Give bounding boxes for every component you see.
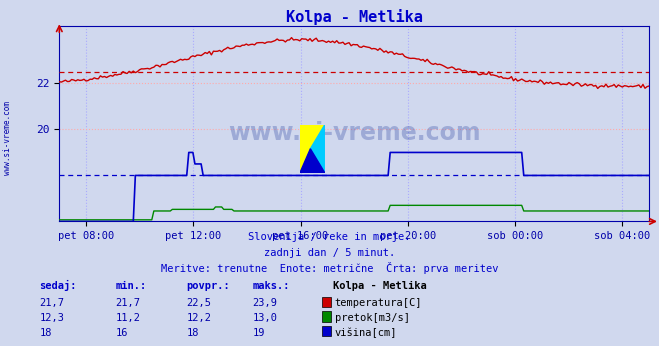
- Text: min.:: min.:: [115, 281, 146, 291]
- Text: Kolpa - Metlika: Kolpa - Metlika: [333, 281, 426, 291]
- Text: zadnji dan / 5 minut.: zadnji dan / 5 minut.: [264, 248, 395, 258]
- Text: Meritve: trenutne  Enote: metrične  Črta: prva meritev: Meritve: trenutne Enote: metrične Črta: …: [161, 262, 498, 274]
- Text: www.si-vreme.com: www.si-vreme.com: [3, 101, 13, 175]
- Text: 18: 18: [186, 328, 199, 338]
- Polygon shape: [300, 125, 325, 173]
- Text: temperatura[C]: temperatura[C]: [335, 298, 422, 308]
- Polygon shape: [310, 125, 325, 173]
- Text: 23,9: 23,9: [252, 298, 277, 308]
- Text: 16: 16: [115, 328, 128, 338]
- Text: www.si-vreme.com: www.si-vreme.com: [228, 121, 480, 145]
- Text: povpr.:: povpr.:: [186, 281, 230, 291]
- Text: 18: 18: [40, 328, 52, 338]
- Text: 21,7: 21,7: [115, 298, 140, 308]
- Text: Slovenija / reke in morje.: Slovenija / reke in morje.: [248, 233, 411, 243]
- Title: Kolpa - Metlika: Kolpa - Metlika: [286, 9, 422, 25]
- Text: 12,3: 12,3: [40, 313, 65, 323]
- Text: 12,2: 12,2: [186, 313, 212, 323]
- Text: 13,0: 13,0: [252, 313, 277, 323]
- Text: maks.:: maks.:: [252, 281, 290, 291]
- Polygon shape: [300, 149, 325, 173]
- Text: pretok[m3/s]: pretok[m3/s]: [335, 313, 410, 323]
- Text: 11,2: 11,2: [115, 313, 140, 323]
- Text: 19: 19: [252, 328, 265, 338]
- Text: 21,7: 21,7: [40, 298, 65, 308]
- Text: višina[cm]: višina[cm]: [335, 327, 397, 338]
- Text: 22,5: 22,5: [186, 298, 212, 308]
- Text: sedaj:: sedaj:: [40, 280, 77, 291]
